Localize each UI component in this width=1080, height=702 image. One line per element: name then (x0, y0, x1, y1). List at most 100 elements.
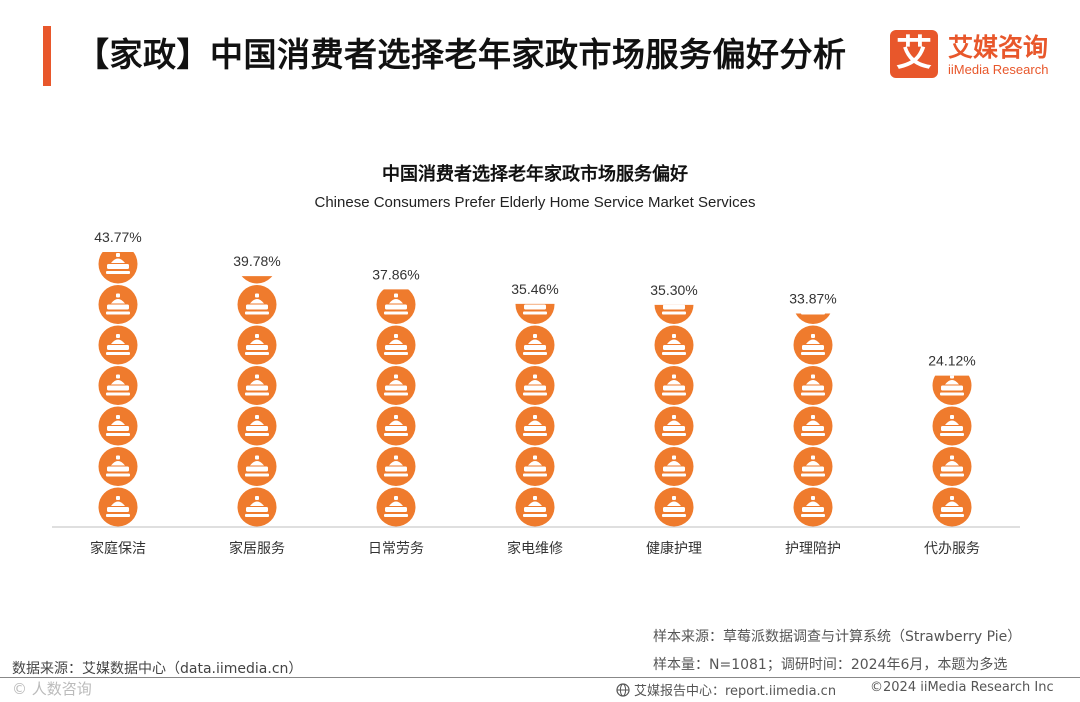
icon-bead (241, 276, 273, 284)
cleaning-brush-icon (384, 455, 408, 477)
cleaning-brush-icon (106, 374, 130, 396)
icon-bead (515, 406, 555, 446)
icon-bead (98, 285, 138, 324)
icon-bead (793, 406, 833, 446)
icon-bead (376, 366, 416, 405)
bar-column (376, 289, 416, 527)
category-label: 家电维修 (507, 540, 563, 557)
globe-icon (616, 682, 630, 697)
sample-source-note: 样本来源：草莓派数据调查与计算系统（Strawberry Pie） (653, 629, 1022, 645)
cleaning-brush-icon (384, 496, 408, 517)
cleaning-brush-icon (384, 415, 408, 436)
icon-bead (515, 366, 555, 405)
bar-column (793, 313, 833, 527)
cleaning-brush-icon (523, 496, 547, 517)
cleaning-brush-icon (940, 375, 964, 396)
data-source: 数据来源：艾媒数据中心（data.iimedia.cn） (12, 661, 303, 677)
value-label: 33.87% (789, 291, 836, 307)
cleaning-brush-icon (384, 374, 408, 396)
icon-bead (515, 303, 555, 324)
page-title: 【家政】中国消费者选择老年家政市场服务偏好分析 (76, 35, 847, 74)
value-label: 35.30% (650, 282, 697, 298)
icon-bead (98, 487, 138, 527)
iimedia-logo[interactable]: 艾 艾媒咨询 iiMedia Research (890, 30, 1070, 82)
cleaning-brush-icon (106, 253, 130, 274)
icon-bead (98, 406, 138, 446)
icon-bead (654, 406, 694, 446)
cleaning-brush-icon (801, 334, 825, 355)
icon-bead (376, 289, 416, 324)
value-label: 43.77% (94, 229, 141, 245)
cleaning-brush-icon (523, 374, 547, 396)
bar-column (237, 276, 277, 527)
value-label: 24.12% (928, 353, 975, 369)
icon-bead (515, 325, 555, 365)
icon-bead (237, 487, 277, 527)
category-label: 护理陪护 (785, 541, 841, 557)
category-label: 健康护理 (646, 540, 702, 557)
icon-bead (237, 285, 277, 324)
logo-name-en: iiMedia Research (948, 62, 1049, 77)
icon-bead (515, 487, 555, 527)
cleaning-brush-icon (384, 334, 408, 355)
bar-column (515, 303, 555, 527)
cleaning-brush-icon (940, 455, 964, 477)
cleaning-brush-icon (106, 293, 130, 315)
logo-mark: 艾 (890, 30, 938, 78)
icon-bead (795, 313, 831, 324)
icon-bead (98, 366, 138, 405)
cleaning-brush-icon (662, 334, 686, 355)
copyright: ©2024 iiMedia Research Inc (870, 680, 1054, 695)
icon-bead (932, 487, 972, 527)
cleaning-brush-icon (662, 415, 686, 436)
cleaning-brush-icon (523, 304, 547, 315)
cleaning-brush-icon (801, 313, 825, 315)
icon-bead (237, 366, 277, 405)
icon-bead (376, 325, 416, 365)
cleaning-brush-icon (801, 415, 825, 436)
cleaning-brush-icon (245, 334, 269, 355)
icon-bead (515, 447, 555, 486)
watermark: © 人数咨询 (12, 680, 92, 698)
cleaning-brush-icon (384, 293, 408, 315)
report-center-link[interactable]: 艾媒报告中心：report.iimedia.cn (634, 684, 837, 699)
cleaning-brush-icon (106, 496, 130, 517)
cleaning-brush-icon (523, 334, 547, 355)
icon-bead (793, 325, 833, 365)
icon-bead (654, 447, 694, 486)
cleaning-brush-icon (245, 293, 269, 315)
cleaning-brush-icon (245, 415, 269, 436)
logo-name-cn: 艾媒咨询 (948, 33, 1049, 62)
icon-bead (237, 406, 277, 446)
icon-bead (654, 325, 694, 365)
chart-subtitle: Chinese Consumers Prefer Elderly Home Se… (314, 194, 756, 211)
icon-bead (793, 366, 833, 405)
icon-bead (237, 325, 277, 365)
report-center[interactable]: 艾媒报告中心：report.iimedia.cn (616, 680, 836, 699)
value-label: 37.86% (372, 266, 419, 282)
cleaning-brush-icon (106, 415, 130, 436)
icon-bead (932, 447, 972, 486)
icon-bead (237, 447, 277, 486)
cleaning-brush-icon (940, 415, 964, 436)
footer-divider (0, 677, 1080, 678)
icon-bead (932, 375, 972, 405)
icon-bead (654, 366, 694, 405)
icon-bead (376, 406, 416, 446)
bar-column (98, 251, 138, 527)
value-label: 39.78% (233, 253, 280, 269)
cleaning-brush-icon (940, 496, 964, 517)
bar-column (654, 304, 694, 527)
cleaning-brush-icon (523, 455, 547, 477)
icon-bead (793, 487, 833, 527)
category-label: 家庭保洁 (90, 540, 146, 557)
sample-size-note: 样本量：N=1081；调研时间：2024年6月，本题为多选 (653, 657, 1008, 673)
icon-bead (793, 447, 833, 486)
cleaning-brush-icon (801, 455, 825, 477)
cleaning-brush-icon (106, 455, 130, 477)
icon-bead (654, 304, 694, 324)
cleaning-brush-icon (662, 374, 686, 396)
icon-bead (654, 487, 694, 527)
chart-title: 中国消费者选择老年家政市场服务偏好 (382, 164, 688, 185)
